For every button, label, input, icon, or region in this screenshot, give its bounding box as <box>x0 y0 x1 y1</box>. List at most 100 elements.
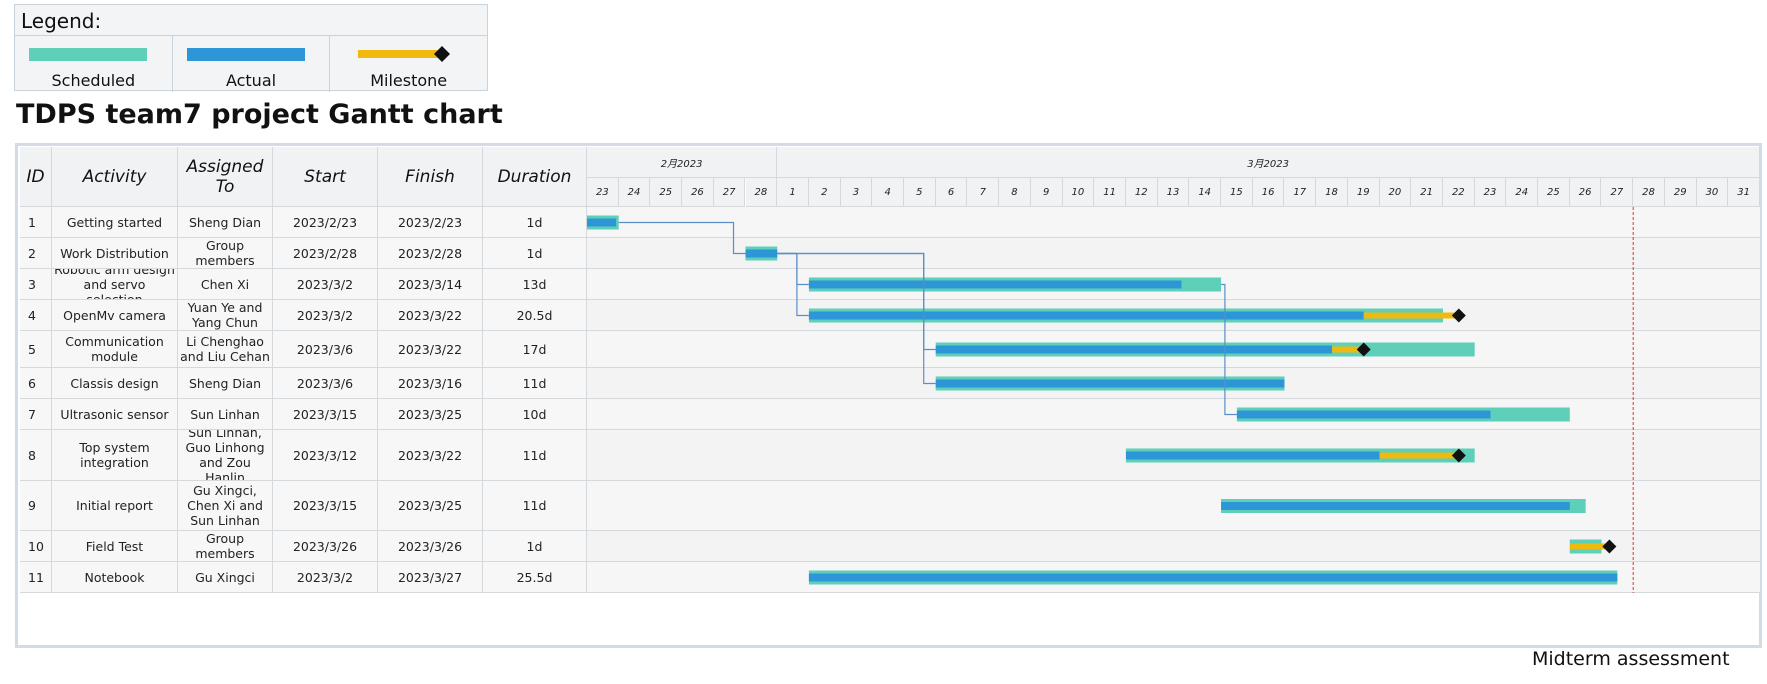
day-header: 28 <box>1633 178 1665 207</box>
cell-activity: Ultrasonic sensor <box>52 399 178 430</box>
milestone-diamond <box>1451 448 1466 463</box>
dependency-link <box>1221 283 1237 416</box>
actual-bar <box>1236 410 1491 419</box>
cell-assigned: Sheng Dian <box>178 368 273 399</box>
cell-activity: Initial report <box>52 481 178 531</box>
day-header: 22 <box>1442 178 1475 207</box>
day-header: 30 <box>1696 178 1729 207</box>
day-header: 14 <box>1189 178 1222 207</box>
day-header: 2 <box>808 178 841 207</box>
cell-finish: 2023/2/28 <box>378 238 483 269</box>
cell-finish: 2023/3/16 <box>378 368 483 399</box>
day-header: 27 <box>1601 178 1634 207</box>
day-header: 26 <box>1569 178 1602 207</box>
day-header: 19 <box>1347 178 1380 207</box>
cell-duration: 10d <box>483 399 587 430</box>
legend-milestone-diamond <box>434 46 451 62</box>
day-header: 23 <box>1474 178 1507 207</box>
column-header-activity: Activity <box>52 147 178 207</box>
cell-duration: 13d <box>483 269 587 300</box>
day-header: 3 <box>840 178 873 207</box>
day-header: 15 <box>1221 178 1253 207</box>
chart-row-bg <box>587 207 1760 238</box>
chart-row-bg <box>587 531 1760 562</box>
dependency-link <box>618 221 746 255</box>
milestone-bar <box>1379 452 1459 459</box>
day-header: 21 <box>1411 178 1443 207</box>
legend-swatch-milestone <box>358 46 451 62</box>
cell-start: 2023/3/2 <box>273 562 378 593</box>
dependency-link <box>777 252 936 385</box>
day-header: 29 <box>1664 178 1697 207</box>
cell-activity: Robotic arm design and servo selection <box>52 269 178 300</box>
chart-row-bg <box>587 399 1760 430</box>
cell-id: 10 <box>20 531 52 562</box>
legend-title: Legend: <box>21 9 102 33</box>
day-header: 10 <box>1062 178 1095 207</box>
legend-label-scheduled: Scheduled <box>51 71 136 90</box>
day-header: 13 <box>1157 178 1190 207</box>
day-header: 25 <box>1538 178 1570 207</box>
cell-finish: 2023/3/14 <box>378 269 483 300</box>
cell-assigned: Chen Xi <box>178 269 273 300</box>
actual-bar <box>935 345 1333 354</box>
cell-duration: 1d <box>483 531 587 562</box>
cell-finish: 2023/3/26 <box>378 531 483 562</box>
cell-activity: Top system integration <box>52 430 178 481</box>
day-header: 6 <box>935 178 968 207</box>
day-header: 20 <box>1379 178 1412 207</box>
cell-id: 1 <box>20 207 52 238</box>
milestone-bar <box>1332 346 1364 353</box>
day-header: 16 <box>1252 178 1285 207</box>
cell-start: 2023/3/2 <box>273 300 378 331</box>
cell-start: 2023/3/6 <box>273 331 378 368</box>
day-header: 23 <box>587 178 619 207</box>
cell-assigned: Group members <box>178 238 273 269</box>
day-header: 24 <box>618 178 651 207</box>
cell-start: 2023/3/12 <box>273 430 378 481</box>
actual-bar <box>587 218 617 227</box>
legend-swatch-scheduled <box>29 48 147 61</box>
cell-finish: 2023/3/22 <box>378 300 483 331</box>
page-title: TDPS team7 project Gantt chart <box>16 99 503 130</box>
cell-assigned: Sun Linhan, Guo Linhong and Zou Hanlin <box>178 430 273 481</box>
cell-duration: 17d <box>483 331 587 368</box>
legend-milestone-bar <box>358 50 443 58</box>
cell-assigned: Yuan Ye and Yang Chun <box>178 300 273 331</box>
column-header-start: Start <box>273 147 378 207</box>
day-header: 9 <box>1030 178 1063 207</box>
day-header: 1 <box>777 178 809 207</box>
cell-duration: 1d <box>483 238 587 269</box>
milestone-bar <box>1363 312 1459 319</box>
actual-bar <box>1221 502 1570 510</box>
day-header: 5 <box>904 178 936 207</box>
day-header: 31 <box>1728 178 1760 207</box>
gantt-chart-area <box>587 207 1760 593</box>
cell-id: 9 <box>20 481 52 531</box>
cell-start: 2023/3/15 <box>273 399 378 430</box>
cell-id: 4 <box>20 300 52 331</box>
cell-id: 2 <box>20 238 52 269</box>
cell-start: 2023/3/15 <box>273 481 378 531</box>
milestone-bar <box>1569 543 1610 550</box>
cell-assigned: Sheng Dian <box>178 207 273 238</box>
actual-bar <box>808 311 1364 320</box>
day-header: 11 <box>1094 178 1126 207</box>
milestone-diamond <box>1356 342 1371 357</box>
gantt-grid: ID Activity Assigned To Start Finish Duration… <box>20 147 1760 646</box>
column-header-id: ID <box>20 147 52 207</box>
actual-bar <box>745 249 778 258</box>
cell-assigned: Group members <box>178 531 273 562</box>
cell-duration: 20.5d <box>483 300 587 331</box>
day-header: 24 <box>1506 178 1539 207</box>
day-header: 26 <box>682 178 714 207</box>
cell-activity: Classis design <box>52 368 178 399</box>
cell-assigned: Gu Xingci <box>178 562 273 593</box>
milestone-diamond <box>1451 308 1466 323</box>
actual-bar <box>1125 451 1380 460</box>
actual-bar <box>935 379 1285 388</box>
day-header: 7 <box>967 178 1000 207</box>
cell-duration: 11d <box>483 481 587 531</box>
cell-assigned: Gu Xingci, Chen Xi and Sun Linhan <box>178 481 273 531</box>
day-header: 4 <box>872 178 904 207</box>
